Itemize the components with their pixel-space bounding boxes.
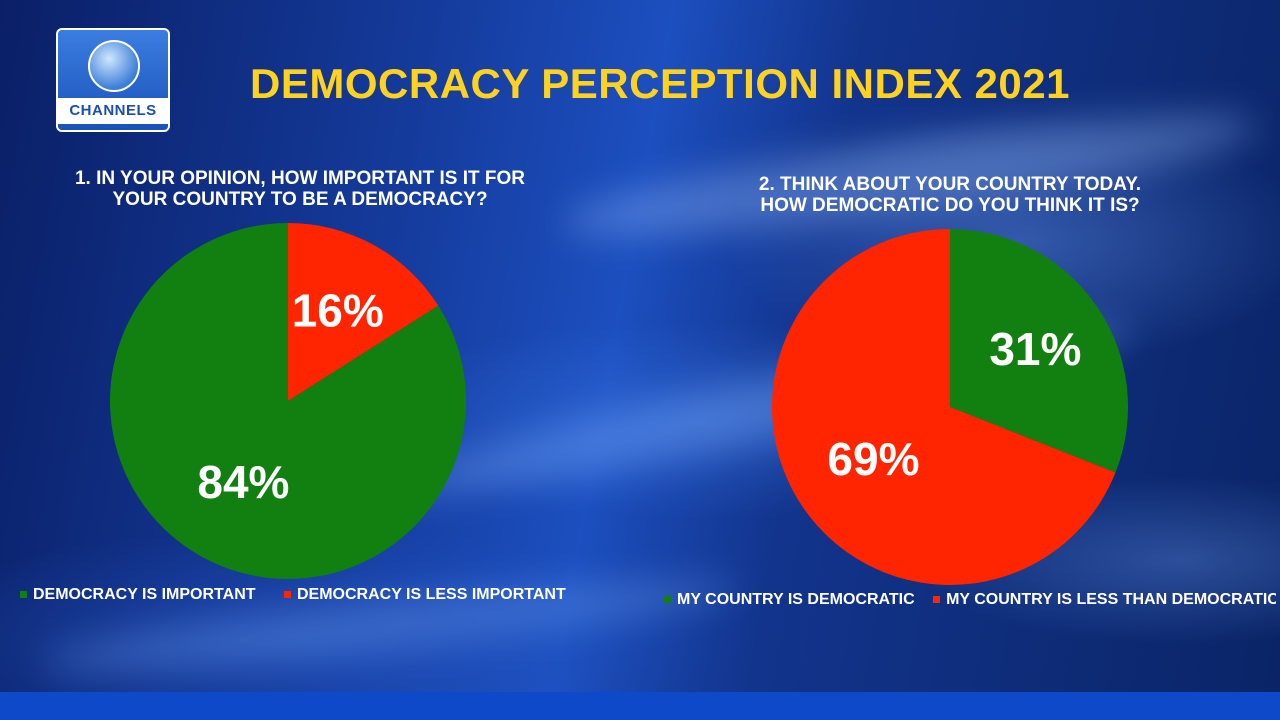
legend-chart-1: DEMOCRACY IS IMPORTANT DEMOCRACY IS LESS… — [20, 586, 566, 604]
chart-1-question-line-1: 1. IN YOUR OPINION, HOW IMPORTANT IS IT … — [74, 168, 526, 189]
legend-swatch — [283, 591, 291, 599]
legend-swatch — [933, 596, 941, 604]
legend-swatch — [664, 596, 671, 604]
legend-chart-2: MY COUNTRY IS DEMOCRATIC MY COUNTRY IS L… — [664, 591, 1276, 609]
legend-label: DEMOCRACY IS LESS IMPORTANT — [296, 586, 566, 603]
chart-1-question: 1. IN YOUR OPINION, HOW IMPORTANT IS IT … — [20, 168, 580, 210]
logo-label: CHANNELS — [58, 98, 168, 124]
legend-item-less-democratic: MY COUNTRY IS LESS THAN DEMOCRATIC — [933, 591, 1276, 608]
page-title: DEMOCRACY PERCEPTION INDEX 2021 — [250, 60, 1070, 107]
legend-swatch — [20, 591, 27, 599]
pie-chart-importance: 16% 84% — [110, 223, 467, 579]
pie-slice-value-label: 31% — [989, 323, 1081, 375]
pie-slice-my-country-is-less-than-democratic — [772, 229, 1116, 585]
bottom-bar — [0, 692, 1280, 720]
legend-label: MY COUNTRY IS DEMOCRATIC — [677, 591, 915, 608]
africa-globe-icon — [88, 40, 140, 92]
pie-slice-value-label: 69% — [827, 433, 919, 485]
legend-item-democratic: MY COUNTRY IS DEMOCRATIC — [664, 591, 915, 608]
chart-1-question-line-2: YOUR COUNTRY TO BE A DEMOCRACY? — [112, 189, 488, 210]
channels-logo: CHANNELS — [56, 28, 170, 132]
pie-slice-value-label: 16% — [292, 285, 384, 337]
legend-item-less-important: DEMOCRACY IS LESS IMPORTANT — [283, 586, 566, 603]
pie-slice-democracy-is-important — [110, 223, 467, 579]
legend-label: MY COUNTRY IS LESS THAN DEMOCRATIC — [946, 591, 1276, 608]
pie-slice-my-country-is-democratic — [950, 229, 1128, 473]
chart-2-question-line-2: HOW DEMOCRATIC DO YOU THINK IT IS? — [760, 195, 1140, 216]
legend-item-important: DEMOCRACY IS IMPORTANT — [20, 586, 256, 603]
pie-slice-democracy-is-less-important — [288, 223, 439, 401]
pie-slice-value-label: 84% — [197, 456, 289, 508]
pie-chart-democratic: 31% 69% — [772, 229, 1128, 585]
chart-2-question-line-1: 2. THINK ABOUT YOUR COUNTRY TODAY. — [758, 174, 1142, 195]
legend-label: DEMOCRACY IS IMPORTANT — [33, 586, 256, 603]
chart-2-question: 2. THINK ABOUT YOUR COUNTRY TODAY. HOW D… — [680, 174, 1220, 216]
